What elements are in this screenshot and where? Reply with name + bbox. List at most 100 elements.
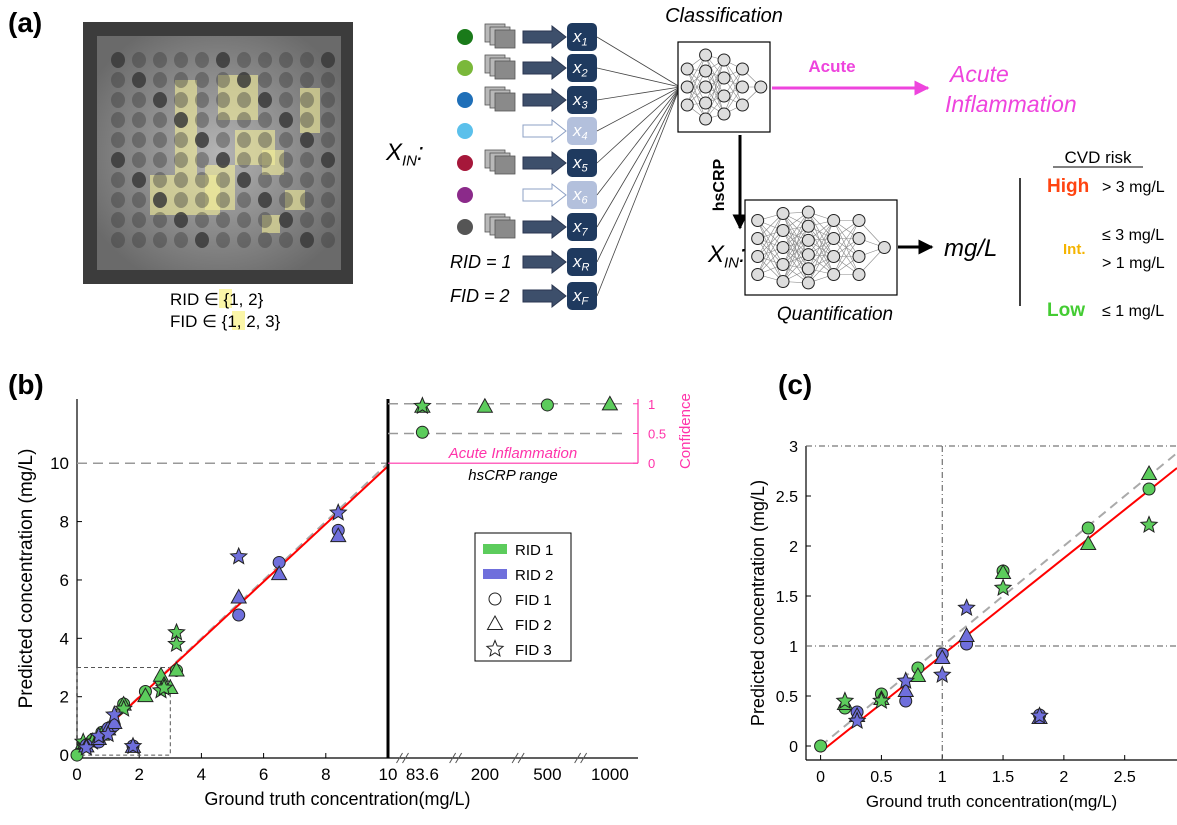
nn-node	[802, 234, 814, 246]
spot	[321, 152, 335, 168]
fan-line	[597, 87, 680, 195]
spot	[111, 192, 125, 208]
input-dot	[457, 29, 473, 45]
nn-node	[828, 215, 840, 227]
spot	[216, 232, 230, 248]
nn-node	[736, 99, 748, 111]
x-tick-label: 500	[533, 765, 561, 784]
spot	[216, 192, 230, 208]
unit-output: mg/L	[944, 235, 997, 262]
spot	[174, 232, 188, 248]
spot	[195, 52, 209, 68]
spot	[279, 72, 293, 88]
spot	[111, 172, 125, 188]
spot	[174, 72, 188, 88]
hscrp-label: hsCRP	[711, 158, 728, 211]
input-symbol: XIN:	[707, 241, 746, 271]
spot	[300, 212, 314, 228]
spot	[279, 52, 293, 68]
nn-node	[777, 242, 789, 254]
symbol-base: x	[572, 286, 582, 305]
fan-line	[597, 87, 680, 227]
symbol-base: x	[572, 185, 582, 204]
x-tick-label: 4	[197, 765, 206, 784]
quantifier-box	[745, 200, 897, 295]
acute-output: Inflammation	[945, 91, 1077, 117]
input-arrow	[523, 120, 566, 142]
nn-node	[736, 81, 748, 93]
spot	[153, 52, 167, 68]
legend-label: RID 2	[515, 567, 553, 584]
spot	[216, 152, 230, 168]
spot	[300, 192, 314, 208]
figure: (a)RID ∈ {1, 2}FID ∈ {1, 2, 3}XIN:x1x2x3…	[0, 0, 1177, 825]
input-dot	[457, 187, 473, 203]
input-arrow	[523, 216, 566, 238]
spot	[195, 192, 209, 208]
spot	[321, 72, 335, 88]
spot	[237, 52, 251, 68]
nn-node	[681, 63, 693, 75]
image-stack	[495, 61, 515, 79]
marker-star	[231, 548, 247, 563]
nn-node	[700, 97, 712, 109]
meta-input: FID = 2	[450, 286, 510, 306]
nn-node	[752, 269, 764, 281]
nn-node	[802, 220, 814, 232]
spot	[111, 112, 125, 128]
nn-node	[828, 233, 840, 245]
y-tick-label: 0	[60, 746, 69, 765]
nn-node	[777, 208, 789, 220]
symbol-sub: 7	[582, 227, 589, 239]
marker-triangle	[1142, 466, 1157, 480]
input-arrow	[523, 57, 566, 79]
spot	[174, 92, 188, 108]
symbol-base: x	[572, 252, 582, 271]
y-tick-label: 8	[60, 513, 69, 532]
classification-title: Classification	[665, 5, 783, 27]
legend-label: FID 3	[515, 642, 552, 659]
symbol-base: x	[572, 27, 582, 46]
spot	[300, 132, 314, 148]
spot	[321, 52, 335, 68]
y-tick-label: 6	[60, 571, 69, 590]
spot	[216, 212, 230, 228]
risk-level: High	[1047, 176, 1089, 197]
input-dot	[457, 219, 473, 235]
spot	[258, 112, 272, 128]
spot	[132, 72, 146, 88]
symbol-base: x	[572, 121, 582, 140]
y2-tick-label: 0.5	[648, 426, 666, 441]
spot	[321, 132, 335, 148]
spot	[153, 232, 167, 248]
spot	[132, 212, 146, 228]
nn-node	[802, 263, 814, 275]
identity-line	[821, 453, 1177, 746]
nn-node	[853, 251, 865, 263]
risk-level: Low	[1047, 300, 1085, 321]
spot	[111, 52, 125, 68]
input-dot	[457, 155, 473, 171]
fid-set: FID ∈ {1, 2, 3}	[170, 312, 281, 331]
spot	[174, 172, 188, 188]
y-tick-label: 4	[60, 629, 69, 648]
symbol-base: X	[707, 241, 725, 268]
fit-line	[821, 468, 1177, 752]
marker-circle	[541, 399, 553, 411]
spot	[195, 132, 209, 148]
spot	[300, 152, 314, 168]
legend-swatch	[489, 593, 501, 605]
nn-node	[700, 81, 712, 93]
symbol-base: X	[385, 139, 403, 166]
nn-node	[718, 72, 730, 84]
x-tick-label: 2.5	[1114, 769, 1136, 786]
marker-circle	[416, 426, 428, 438]
nn-node	[853, 215, 865, 227]
spot	[132, 152, 146, 168]
y-tick-label: 2.5	[776, 489, 798, 506]
spot	[237, 72, 251, 88]
input-dot	[457, 60, 473, 76]
y-tick-label: 0	[789, 739, 798, 756]
x-tick-label: 0	[72, 765, 81, 784]
risk-level: Int.	[1063, 241, 1086, 258]
